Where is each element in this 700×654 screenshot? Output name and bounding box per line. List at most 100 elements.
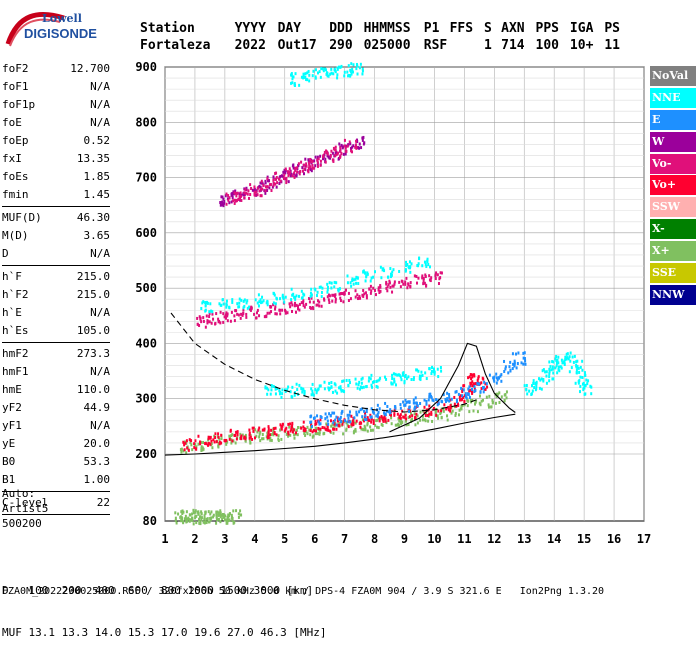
echo-point	[405, 400, 408, 404]
echo-point	[329, 429, 332, 433]
echo-point	[324, 157, 327, 161]
echo-point	[454, 413, 457, 417]
echo-point	[340, 64, 343, 68]
param-value: 46.30	[76, 211, 110, 224]
echo-point	[500, 379, 503, 383]
echo-point	[330, 281, 333, 285]
echo-point	[227, 513, 230, 517]
echo-point	[423, 281, 426, 285]
echo-point	[352, 423, 355, 427]
echo-point	[254, 298, 257, 302]
echo-point	[307, 159, 310, 163]
x-tick-label: 13	[517, 532, 531, 546]
echo-point	[223, 438, 226, 442]
echo-point	[526, 392, 529, 396]
echo-point	[573, 354, 576, 358]
param-row: M(D) 3.65	[2, 227, 110, 245]
echo-point	[190, 439, 193, 443]
echo-point	[488, 394, 491, 398]
echo-point	[304, 433, 307, 437]
echo-point	[215, 514, 218, 518]
echo-point	[446, 414, 449, 418]
param-name: h`E	[2, 306, 22, 319]
echo-point	[311, 74, 314, 78]
echo-point	[343, 144, 346, 148]
echo-point	[346, 281, 349, 285]
echo-point	[437, 402, 440, 406]
echo-point	[323, 426, 326, 430]
echo-point	[331, 151, 334, 155]
echo-point	[293, 391, 296, 395]
x-tick-label: 1	[161, 532, 168, 546]
echo-point	[393, 282, 396, 286]
echo-point	[225, 299, 228, 303]
echo-point	[391, 373, 394, 377]
echo-point	[416, 281, 419, 285]
echo-point	[219, 520, 222, 524]
echo-point	[366, 421, 369, 425]
echo-point	[322, 157, 325, 161]
echo-point	[208, 311, 211, 315]
echo-point	[261, 428, 264, 432]
echo-point	[516, 362, 519, 366]
echo-point	[555, 359, 558, 363]
echo-point	[495, 376, 498, 380]
echo-point	[368, 418, 371, 422]
echo-point	[234, 309, 237, 313]
echo-point	[302, 420, 305, 424]
echo-point	[584, 392, 587, 396]
echo-point	[305, 430, 308, 434]
echo-point	[291, 303, 294, 307]
echo-point	[293, 433, 296, 437]
echo-point	[314, 419, 317, 423]
echo-point	[360, 427, 363, 431]
echo-point	[375, 379, 378, 383]
echo-point	[342, 379, 345, 383]
echo-point	[440, 399, 443, 403]
echo-point	[361, 386, 364, 390]
echo-point	[414, 396, 417, 400]
echo-point	[296, 170, 299, 174]
echo-point	[222, 320, 225, 324]
echo-point	[245, 191, 248, 195]
echo-point	[327, 298, 330, 302]
echo-point	[310, 160, 313, 164]
echo-point	[261, 181, 264, 185]
echo-point	[306, 78, 309, 82]
echo-point	[358, 296, 361, 300]
echo-point	[354, 145, 357, 149]
echo-point	[197, 434, 200, 438]
echo-point	[388, 279, 391, 283]
echo-point	[379, 265, 382, 269]
echo-point	[548, 379, 551, 383]
echo-point	[262, 183, 265, 187]
echo-point	[290, 301, 293, 305]
echo-point	[456, 402, 459, 406]
echo-point	[531, 389, 534, 393]
echo-point	[228, 512, 231, 516]
echo-point	[327, 293, 330, 297]
echo-point	[302, 163, 305, 167]
echo-point	[381, 418, 384, 422]
echo-point	[457, 392, 460, 396]
echo-point	[362, 428, 365, 432]
echo-point	[300, 75, 303, 79]
param-row: foEp 0.52	[2, 132, 110, 150]
echo-point	[344, 288, 347, 292]
echo-point	[383, 375, 386, 379]
echo-point	[425, 377, 428, 381]
echo-point	[288, 302, 291, 306]
file-info-line: FZA0M_2022290025000.RSF / 320fx256h 50 k…	[2, 586, 605, 597]
echo-point	[302, 387, 305, 391]
echo-point	[308, 73, 311, 77]
echo-point	[350, 62, 353, 66]
echo-point	[335, 281, 338, 285]
echo-point	[544, 370, 547, 374]
echo-point	[431, 419, 434, 423]
echo-point	[512, 362, 515, 366]
header-values-cell: 10+	[569, 38, 594, 53]
echo-point	[216, 510, 219, 514]
echo-point	[250, 305, 253, 309]
echo-point	[436, 367, 439, 371]
echo-point	[415, 412, 418, 416]
